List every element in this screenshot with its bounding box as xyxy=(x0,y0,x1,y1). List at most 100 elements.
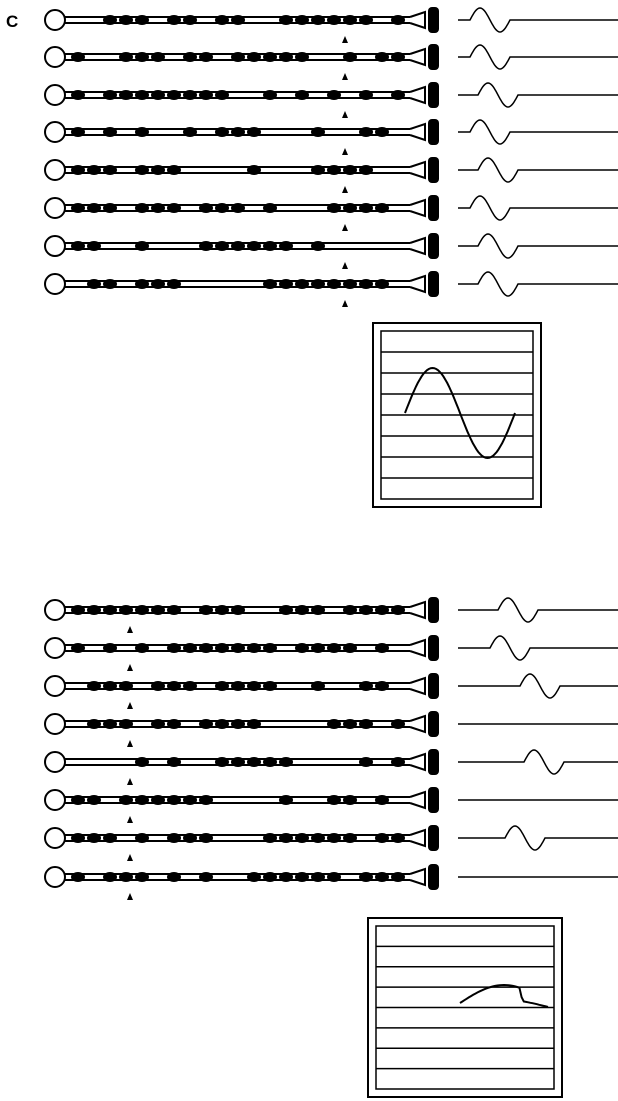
bead xyxy=(71,605,85,615)
waveform xyxy=(458,826,618,850)
soma xyxy=(45,47,65,67)
bead xyxy=(311,165,325,175)
soma xyxy=(45,790,65,810)
bead xyxy=(375,127,389,137)
bead xyxy=(199,643,213,653)
bead xyxy=(327,833,341,843)
bead xyxy=(263,757,277,767)
bead xyxy=(343,15,357,25)
terminal xyxy=(410,12,425,28)
bead xyxy=(135,52,149,62)
soma xyxy=(45,198,65,218)
bead xyxy=(119,872,133,882)
terminal xyxy=(410,124,425,140)
bead xyxy=(151,605,165,615)
bead xyxy=(215,681,229,691)
bead xyxy=(183,795,197,805)
arrowhead xyxy=(127,893,133,900)
endplate xyxy=(428,157,439,183)
arrowhead xyxy=(342,186,348,193)
bead xyxy=(263,681,277,691)
bead xyxy=(375,681,389,691)
endplate xyxy=(428,673,439,699)
soma xyxy=(45,160,65,180)
arrowhead xyxy=(342,73,348,80)
terminal xyxy=(410,869,425,885)
bead xyxy=(375,605,389,615)
bead xyxy=(135,643,149,653)
bead xyxy=(87,833,101,843)
bead xyxy=(359,605,373,615)
bead xyxy=(231,127,245,137)
fiber xyxy=(45,157,439,183)
bead xyxy=(295,15,309,25)
bead xyxy=(391,605,405,615)
bead xyxy=(279,833,293,843)
bead xyxy=(311,241,325,251)
bead xyxy=(135,757,149,767)
bead xyxy=(359,15,373,25)
terminal xyxy=(410,716,425,732)
arrowhead xyxy=(127,816,133,823)
bead xyxy=(343,795,357,805)
bead xyxy=(215,127,229,137)
terminal xyxy=(410,830,425,846)
bead xyxy=(199,241,213,251)
bead xyxy=(327,872,341,882)
bead xyxy=(327,643,341,653)
soma xyxy=(45,828,65,848)
bead xyxy=(103,872,117,882)
arrowhead xyxy=(127,626,133,633)
fiber xyxy=(45,825,439,851)
bead xyxy=(263,833,277,843)
waveform xyxy=(458,674,618,698)
fiber xyxy=(45,82,439,108)
bead xyxy=(87,605,101,615)
bead xyxy=(231,203,245,213)
waveform xyxy=(458,83,618,107)
endplate xyxy=(428,7,439,33)
bead xyxy=(135,15,149,25)
bead xyxy=(151,52,165,62)
bead xyxy=(391,90,405,100)
bead xyxy=(327,279,341,289)
fiber xyxy=(45,635,439,661)
bead xyxy=(247,52,261,62)
bead xyxy=(119,15,133,25)
soma xyxy=(45,122,65,142)
bead xyxy=(247,643,261,653)
bead xyxy=(183,833,197,843)
bead xyxy=(391,52,405,62)
bead xyxy=(215,15,229,25)
bead xyxy=(135,795,149,805)
fiber xyxy=(45,195,439,221)
bead xyxy=(71,795,85,805)
bead xyxy=(263,203,277,213)
bead xyxy=(247,127,261,137)
bead xyxy=(295,833,309,843)
arrowhead xyxy=(127,702,133,709)
arrowhead xyxy=(342,148,348,155)
bead xyxy=(135,872,149,882)
bead xyxy=(167,15,181,25)
bead xyxy=(87,279,101,289)
bead xyxy=(103,90,117,100)
bead xyxy=(247,165,261,175)
bead xyxy=(103,681,117,691)
terminal xyxy=(410,602,425,618)
bead xyxy=(135,90,149,100)
bead xyxy=(279,15,293,25)
bead xyxy=(231,681,245,691)
bead xyxy=(167,757,181,767)
bead xyxy=(103,165,117,175)
fiber xyxy=(45,233,439,259)
bead xyxy=(279,605,293,615)
bead xyxy=(343,52,357,62)
bead xyxy=(71,127,85,137)
bead xyxy=(391,833,405,843)
waveform xyxy=(458,234,618,258)
bead xyxy=(391,15,405,25)
page: C (() => { const data = JSON.parse(docum… xyxy=(0,0,618,1101)
bead xyxy=(295,52,309,62)
fiber xyxy=(45,787,439,813)
